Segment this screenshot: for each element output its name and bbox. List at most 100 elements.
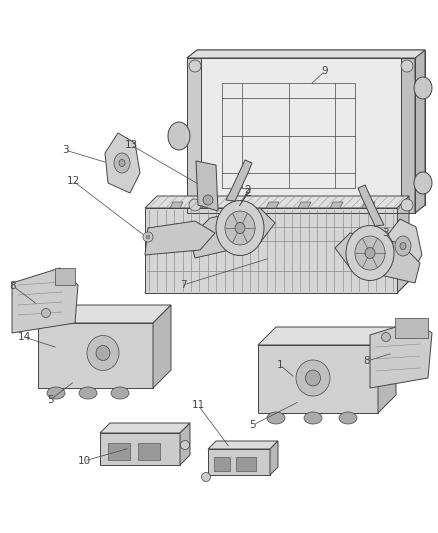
Ellipse shape xyxy=(414,172,432,194)
Polygon shape xyxy=(401,58,415,213)
Text: 8: 8 xyxy=(364,356,370,366)
Ellipse shape xyxy=(203,195,213,205)
Ellipse shape xyxy=(401,199,413,211)
Polygon shape xyxy=(330,202,343,208)
Polygon shape xyxy=(203,201,209,209)
Ellipse shape xyxy=(267,412,285,424)
Polygon shape xyxy=(386,219,422,273)
Polygon shape xyxy=(258,201,264,209)
Ellipse shape xyxy=(401,60,413,72)
Polygon shape xyxy=(362,202,375,208)
Ellipse shape xyxy=(119,159,125,166)
Polygon shape xyxy=(202,202,215,208)
Text: 10: 10 xyxy=(78,456,91,466)
Polygon shape xyxy=(170,202,183,208)
Text: 3: 3 xyxy=(381,228,389,238)
Polygon shape xyxy=(397,196,409,293)
Polygon shape xyxy=(395,318,428,338)
Text: 11: 11 xyxy=(191,400,205,410)
Ellipse shape xyxy=(189,60,201,72)
Polygon shape xyxy=(226,160,252,201)
Polygon shape xyxy=(378,327,396,413)
Polygon shape xyxy=(313,201,319,209)
Text: 9: 9 xyxy=(321,66,328,76)
Polygon shape xyxy=(187,50,425,58)
Ellipse shape xyxy=(304,412,322,424)
Ellipse shape xyxy=(79,387,97,399)
Ellipse shape xyxy=(395,236,411,256)
Ellipse shape xyxy=(365,247,375,259)
Ellipse shape xyxy=(143,232,153,242)
Ellipse shape xyxy=(346,225,394,280)
Polygon shape xyxy=(214,457,230,471)
Polygon shape xyxy=(367,201,374,209)
Polygon shape xyxy=(12,268,78,333)
Polygon shape xyxy=(153,305,171,388)
Polygon shape xyxy=(145,196,409,208)
Text: 5: 5 xyxy=(47,395,53,405)
Polygon shape xyxy=(208,449,270,475)
Polygon shape xyxy=(197,50,425,205)
Ellipse shape xyxy=(216,200,264,255)
Ellipse shape xyxy=(201,472,211,481)
Ellipse shape xyxy=(296,360,330,396)
Polygon shape xyxy=(100,433,180,465)
Polygon shape xyxy=(236,457,256,471)
Polygon shape xyxy=(145,281,409,293)
Ellipse shape xyxy=(381,333,391,342)
Text: 8: 8 xyxy=(10,281,16,291)
Polygon shape xyxy=(187,205,425,213)
Polygon shape xyxy=(100,423,190,433)
Polygon shape xyxy=(196,161,218,211)
Polygon shape xyxy=(285,201,291,209)
Polygon shape xyxy=(258,345,378,413)
Ellipse shape xyxy=(146,235,150,239)
Ellipse shape xyxy=(355,236,385,270)
Polygon shape xyxy=(234,202,247,208)
Text: 7: 7 xyxy=(180,280,186,290)
Ellipse shape xyxy=(235,222,245,233)
Polygon shape xyxy=(180,423,190,465)
Polygon shape xyxy=(358,185,384,226)
Ellipse shape xyxy=(47,387,65,399)
Ellipse shape xyxy=(339,412,357,424)
Text: 2: 2 xyxy=(245,185,251,195)
Polygon shape xyxy=(415,50,425,213)
Ellipse shape xyxy=(189,199,201,211)
Polygon shape xyxy=(108,443,130,460)
Text: 14: 14 xyxy=(18,332,31,342)
Text: 5: 5 xyxy=(250,420,256,430)
Ellipse shape xyxy=(305,370,321,386)
Ellipse shape xyxy=(225,211,255,245)
Text: 2: 2 xyxy=(245,188,251,198)
Polygon shape xyxy=(187,58,201,213)
Polygon shape xyxy=(138,443,160,460)
Polygon shape xyxy=(298,202,311,208)
Text: 3: 3 xyxy=(62,145,68,155)
Polygon shape xyxy=(145,208,397,293)
Polygon shape xyxy=(370,321,432,388)
Polygon shape xyxy=(190,208,275,258)
Polygon shape xyxy=(230,201,237,209)
Ellipse shape xyxy=(111,387,129,399)
Polygon shape xyxy=(38,305,171,323)
Text: 12: 12 xyxy=(67,176,80,186)
Text: 2: 2 xyxy=(245,188,251,198)
Ellipse shape xyxy=(180,440,190,449)
Ellipse shape xyxy=(168,122,190,150)
Text: 13: 13 xyxy=(124,140,138,150)
Polygon shape xyxy=(335,233,420,283)
Polygon shape xyxy=(258,327,396,345)
Ellipse shape xyxy=(42,309,50,318)
Polygon shape xyxy=(38,323,153,388)
Ellipse shape xyxy=(114,153,130,173)
Polygon shape xyxy=(395,201,401,209)
Ellipse shape xyxy=(400,243,406,249)
Polygon shape xyxy=(208,441,278,449)
Polygon shape xyxy=(145,221,215,255)
Ellipse shape xyxy=(87,335,119,370)
Ellipse shape xyxy=(96,345,110,360)
Polygon shape xyxy=(340,201,346,209)
Polygon shape xyxy=(187,50,425,58)
Polygon shape xyxy=(105,133,140,193)
